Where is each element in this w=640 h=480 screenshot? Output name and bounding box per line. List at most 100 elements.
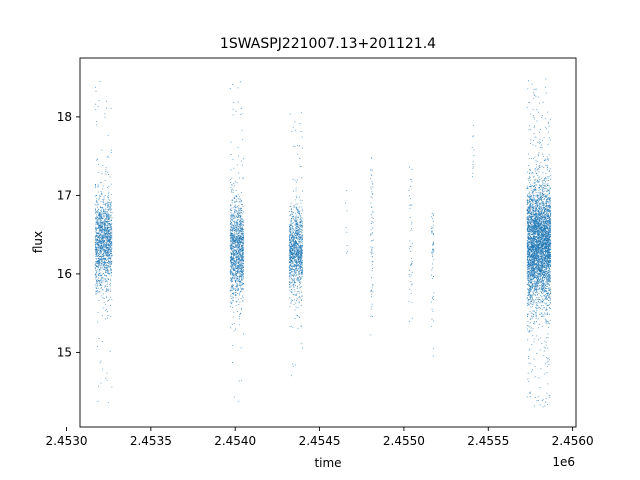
data-point — [231, 234, 233, 236]
data-point — [409, 207, 411, 209]
data-point — [100, 256, 102, 257]
data-point — [100, 259, 102, 261]
data-point — [238, 272, 240, 274]
data-point — [110, 232, 112, 234]
data-point — [240, 275, 242, 277]
data-point — [235, 262, 237, 263]
data-point — [104, 257, 106, 259]
data-point — [101, 230, 103, 232]
data-point — [230, 261, 231, 263]
data-point — [232, 114, 234, 116]
data-point — [531, 221, 533, 223]
data-point — [296, 226, 298, 228]
data-point — [105, 242, 107, 243]
data-point — [99, 211, 101, 213]
data-point — [235, 228, 237, 230]
data-point — [106, 216, 108, 217]
data-point — [106, 290, 108, 292]
data-point — [289, 247, 291, 248]
data-point — [99, 233, 101, 235]
data-point — [239, 231, 241, 232]
data-point — [293, 249, 294, 250]
data-point — [232, 251, 233, 253]
data-point — [372, 217, 374, 219]
data-point — [243, 228, 244, 230]
data-point — [95, 250, 97, 252]
data-point — [233, 262, 234, 264]
data-point — [98, 230, 100, 232]
data-point — [95, 103, 97, 105]
data-point — [293, 289, 295, 291]
data-point — [104, 286, 105, 288]
data-point — [295, 268, 297, 270]
data-point — [99, 214, 101, 216]
data-point — [237, 87, 239, 89]
data-point — [110, 223, 112, 225]
data-point — [301, 217, 303, 219]
data-point — [298, 259, 300, 261]
data-point — [232, 261, 234, 263]
data-point — [241, 279, 243, 281]
data-point — [106, 286, 108, 287]
data-point — [540, 254, 542, 256]
data-point — [241, 240, 243, 242]
data-point — [111, 261, 113, 263]
data-point — [107, 235, 109, 237]
data-point — [370, 308, 372, 310]
data-point — [242, 231, 244, 233]
data-point — [100, 195, 101, 197]
point-cluster-8 — [526, 78, 552, 408]
data-point — [107, 171, 109, 173]
data-point — [104, 225, 106, 226]
data-point — [299, 302, 300, 304]
data-point — [232, 257, 234, 259]
data-point — [531, 268, 533, 270]
data-point — [236, 226, 238, 228]
data-point — [236, 285, 238, 287]
data-point — [109, 262, 111, 264]
data-point — [109, 241, 111, 243]
data-point — [473, 135, 475, 137]
data-point — [301, 225, 303, 227]
data-point — [95, 227, 97, 229]
data-point — [95, 258, 97, 260]
data-point — [239, 294, 240, 296]
data-point — [238, 249, 239, 251]
data-point — [106, 268, 108, 270]
data-point — [100, 278, 102, 280]
data-point — [107, 186, 108, 188]
data-point — [300, 272, 302, 274]
data-point — [299, 263, 301, 265]
data-point — [371, 194, 373, 195]
data-point — [288, 276, 290, 278]
data-point — [293, 242, 295, 244]
data-point — [96, 159, 97, 161]
data-point — [233, 267, 234, 269]
data-point — [105, 267, 107, 269]
data-point — [235, 286, 237, 288]
data-point — [105, 267, 107, 269]
data-point — [301, 300, 302, 302]
data-point — [296, 261, 298, 263]
data-point — [95, 222, 97, 224]
data-point — [291, 281, 293, 283]
data-point — [109, 248, 111, 250]
data-point — [106, 272, 108, 274]
data-point — [541, 230, 543, 232]
data-point — [532, 267, 534, 269]
data-point — [102, 224, 104, 226]
data-point — [240, 235, 242, 237]
data-point — [237, 256, 239, 258]
data-point — [231, 216, 233, 218]
data-point — [98, 245, 100, 247]
data-point — [103, 222, 105, 224]
data-point — [237, 194, 239, 196]
data-point — [230, 214, 232, 216]
data-point — [232, 253, 234, 255]
data-point — [241, 277, 243, 279]
data-point — [296, 233, 298, 235]
data-point — [100, 230, 102, 232]
data-point — [95, 208, 97, 210]
data-point — [235, 256, 237, 258]
data-point — [294, 277, 296, 279]
